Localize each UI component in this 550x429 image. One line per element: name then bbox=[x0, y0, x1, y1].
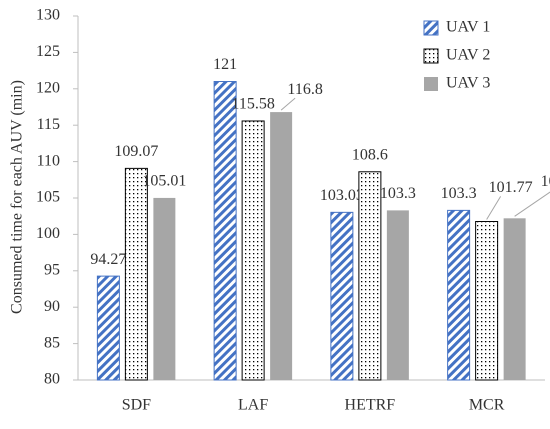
bar bbox=[96, 275, 120, 381]
bar bbox=[358, 171, 382, 381]
bar bbox=[475, 221, 499, 381]
y-tick-label: 125 bbox=[36, 43, 60, 60]
data-label: 103.03 bbox=[320, 187, 364, 204]
y-tick-label: 95 bbox=[44, 261, 60, 278]
data-label: 102.21 bbox=[541, 173, 550, 190]
y-tick-label: 110 bbox=[37, 152, 60, 169]
bar bbox=[241, 120, 265, 381]
y-tick-label: 85 bbox=[44, 334, 60, 351]
legend-label: UAV 3 bbox=[446, 75, 490, 92]
x-tick-label: HETRF bbox=[345, 397, 396, 414]
y-tick-label: 80 bbox=[44, 371, 60, 388]
data-label: 101.77 bbox=[489, 179, 533, 196]
data-label: 103.3 bbox=[441, 185, 477, 202]
x-tick-label: MCR bbox=[469, 397, 505, 414]
legend-swatch bbox=[424, 77, 438, 91]
y-tick-label: 105 bbox=[36, 189, 60, 206]
bar bbox=[330, 211, 354, 381]
leader-line bbox=[280, 97, 296, 111]
legend-swatch bbox=[423, 48, 439, 64]
y-tick-label: 100 bbox=[36, 225, 60, 242]
legend-label: UAV 1 bbox=[446, 19, 490, 36]
bar bbox=[503, 218, 526, 380]
data-label: 121 bbox=[213, 56, 237, 73]
y-tick-label: 115 bbox=[37, 116, 60, 133]
data-label: 108.6 bbox=[352, 146, 388, 163]
data-label: 115.58 bbox=[231, 96, 274, 113]
leader-line bbox=[514, 191, 550, 217]
data-label: 103.3 bbox=[380, 185, 416, 202]
y-tick-label: 130 bbox=[36, 7, 60, 24]
bar bbox=[386, 210, 409, 380]
leader-line bbox=[486, 196, 502, 220]
x-tick-label: LAF bbox=[238, 397, 268, 414]
bar bbox=[447, 209, 471, 381]
data-label: 116.8 bbox=[287, 81, 322, 98]
data-label: 94.27 bbox=[90, 251, 126, 268]
bar bbox=[124, 167, 148, 381]
y-tick-label: 90 bbox=[44, 298, 60, 315]
y-axis-label: Consumed time for each AUV (min) bbox=[9, 80, 26, 314]
legend-swatch bbox=[423, 20, 439, 36]
x-tick-label: SDF bbox=[122, 397, 151, 414]
bar bbox=[213, 81, 237, 381]
data-label: 109.07 bbox=[114, 143, 158, 160]
legend-label: UAV 2 bbox=[446, 47, 490, 64]
bar bbox=[270, 112, 293, 380]
y-tick-label: 120 bbox=[36, 79, 60, 96]
bar bbox=[153, 197, 176, 380]
data-label: 105.01 bbox=[142, 173, 186, 190]
